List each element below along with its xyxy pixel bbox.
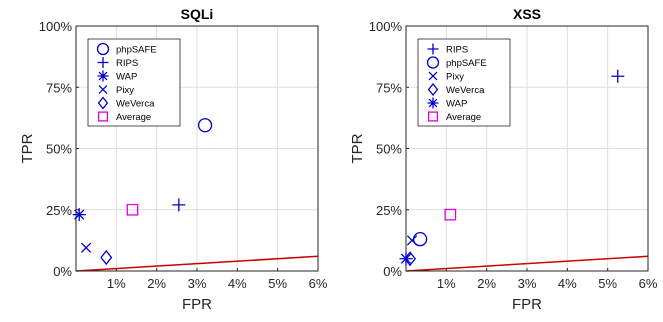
- chart-0-x-tick-label-2: 3%: [188, 276, 207, 291]
- sqli-chart: 1% 2% 3% 4% 5% 6% 0% 25% 50% 75% 100% SQLi FPR TPR php…: [19, 6, 328, 313]
- chart-1-legend-marker-2: [428, 71, 438, 81]
- chart-1-legend-label-1: phpSAFE: [446, 58, 487, 69]
- chart-1-x-tick-label-3: 4%: [558, 276, 577, 291]
- chart-0-x-tick-label-1: 2%: [147, 276, 166, 291]
- chart-0-point-wap-0: [72, 208, 86, 222]
- chart-0-legend-label-4: WeVerca: [116, 99, 155, 110]
- chart-0-y-tick-label-1: 25%: [46, 203, 72, 218]
- chart-1-y-tick-label-0: 0%: [383, 264, 402, 279]
- chart-1-x-tick-label-4: 5%: [598, 276, 617, 291]
- chart-1-y-tick-label-4: 100%: [369, 19, 403, 34]
- chart-1-x-axis-label: FPR: [512, 296, 542, 313]
- chart-0-point-phpsafe-0: [197, 118, 213, 133]
- chart-0-title: SQLi: [181, 6, 214, 22]
- chart-1-legend-marker-5: [427, 111, 439, 122]
- chart-0-point-weverca-0: [100, 249, 113, 266]
- chart-1-legend-marker-0: [427, 43, 439, 55]
- chart-1-title: XSS: [513, 6, 541, 22]
- chart-0-y-tick-label-2: 50%: [46, 142, 72, 157]
- chart-1-x-tick-label-5: 6%: [639, 276, 658, 291]
- chart-1-point-rips-0: [611, 69, 625, 83]
- chart-1-points: [399, 69, 625, 267]
- chart-1-point-pixy-0: [406, 235, 418, 246]
- chart-0-legend: phpSAFE RIPS WAP Pixy WeVerca Average: [87, 38, 181, 127]
- chart-0-x-tick-label-4: 5%: [268, 276, 287, 291]
- chart-0-legend-marker-5: [97, 111, 109, 122]
- chart-1-x-tick-label-0: 1%: [437, 276, 456, 291]
- chart-0-point-pixy-0: [80, 242, 92, 253]
- chart-0-y-tick-label-0: 0%: [53, 264, 72, 279]
- chart-1-legend-label-5: Average: [446, 112, 481, 123]
- chart-1-legend-marker-1: [426, 56, 440, 69]
- chart-0-x-tick-label-3: 4%: [228, 276, 247, 291]
- chart-0-legend-marker-4: [97, 96, 109, 110]
- chart-0-y-axis-label: TPR: [19, 133, 36, 163]
- chart-1-legend-label-2: Pixy: [446, 72, 464, 83]
- chart-1-legend-label-0: RIPS: [446, 45, 468, 56]
- chart-0-point-average-0: [126, 203, 139, 216]
- xss-chart: 1% 2% 3% 4% 5% 6% 0% 25% 50% 75% 100% XSS FPR TPR RIPS…: [349, 6, 658, 313]
- chart-1-point-wap-0: [399, 252, 413, 266]
- chart-0-legend-marker-1: [97, 57, 109, 68]
- chart-0-legend-marker-3: [98, 85, 108, 94]
- chart-0-legend-label-1: RIPS: [116, 58, 138, 69]
- chart-0-y-tick-label-4: 100%: [39, 19, 73, 34]
- chart-1-y-tick-label-2: 50%: [376, 142, 402, 157]
- chart-0-x-axis-label: FPR: [182, 296, 212, 313]
- chart-1-x-tick-label-1: 2%: [477, 276, 496, 291]
- chart-0-legend-label-5: Average: [116, 112, 151, 123]
- chart-0-legend-marker-0: [96, 42, 110, 56]
- chart-1-y-axis-label: TPR: [349, 133, 366, 163]
- chart-0-x-tick-label-5: 6%: [309, 276, 328, 291]
- chart-0-legend-label-0: phpSAFE: [116, 45, 157, 56]
- chart-1-y-tick-label-1: 25%: [376, 203, 402, 218]
- chart-0-x-tick-label-0: 1%: [107, 276, 126, 291]
- chart-0-legend-marker-2: [97, 70, 109, 82]
- chart-1-point-average-0: [444, 208, 457, 221]
- chart-1-x-tick-label-2: 3%: [518, 276, 537, 291]
- chart-1-legend-label-3: WeVerca: [446, 85, 485, 96]
- chart-0-legend-label-3: Pixy: [116, 85, 134, 96]
- chart-1-legend-label-4: WAP: [446, 99, 467, 110]
- chart-0-point-rips-0: [172, 198, 186, 212]
- chart-1-legend-marker-3: [427, 82, 439, 97]
- chart-0-points: [72, 118, 213, 266]
- chart-0-legend-label-2: WAP: [116, 72, 137, 83]
- chart-0-y-tick-label-3: 75%: [46, 80, 72, 95]
- chart-1-legend-marker-4: [427, 97, 439, 109]
- chart-1-legend: RIPS phpSAFE Pixy WeVerca WAP Average: [417, 38, 511, 127]
- chart-1-y-tick-label-3: 75%: [376, 80, 402, 95]
